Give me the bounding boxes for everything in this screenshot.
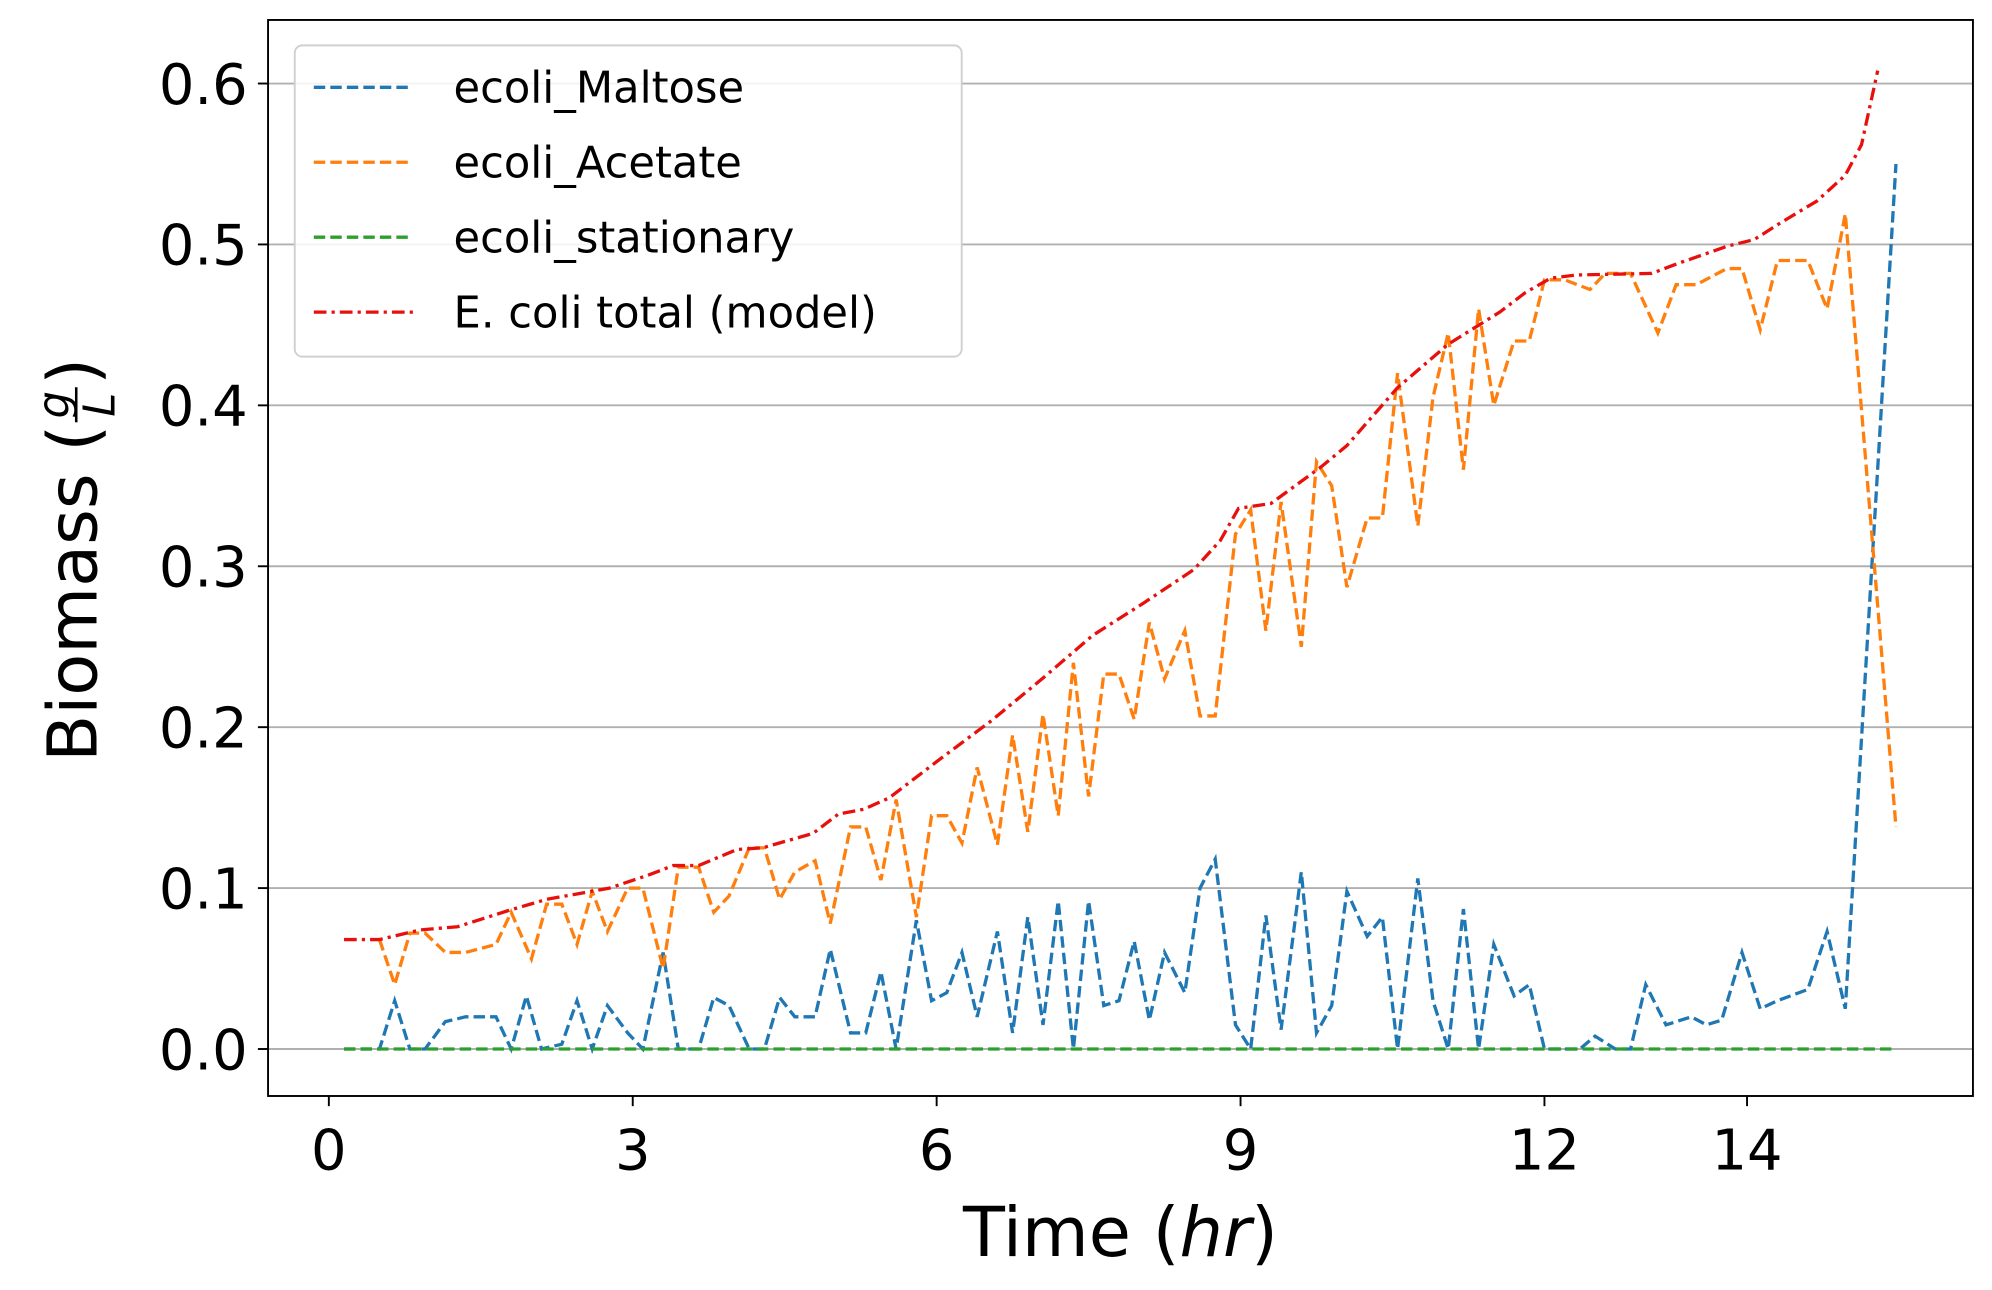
y-tick-label: 0.3: [159, 536, 248, 601]
y-label-text: ): [34, 358, 114, 385]
y-label-denominator: L: [75, 393, 125, 417]
y-axis-label: Biomass ( gL): [30, 358, 126, 762]
legend-label: E. coli total (model): [454, 288, 877, 338]
x-label-part: Time (: [962, 1193, 1179, 1273]
series-line: [344, 70, 1880, 942]
x-tick-label: 0: [311, 1119, 347, 1184]
legend-label: ecoli_Maltose: [454, 64, 744, 114]
x-tick-label: 12: [1509, 1119, 1580, 1184]
x-label-part: ): [1251, 1193, 1278, 1273]
series-line: [377, 213, 1898, 991]
x-tick-label: 14: [1711, 1119, 1782, 1184]
legend-box: [293, 44, 963, 358]
y-label-numerator: g: [30, 391, 80, 418]
legend-label: ecoli_Acetate: [454, 138, 742, 188]
y-tick-label: 0.4: [159, 375, 248, 440]
y-tick-label: 0.6: [159, 53, 248, 118]
x-label-part: hr: [1179, 1193, 1254, 1273]
y-label-text: Biomass (: [34, 425, 114, 762]
x-tick-label: 6: [919, 1119, 955, 1184]
series-line: [344, 163, 1898, 1055]
y-tick-label: 0.5: [159, 214, 248, 279]
plot-frame: [267, 19, 1974, 1097]
x-tick-label: 9: [1223, 1119, 1259, 1184]
y-tick-label: 0.0: [159, 1018, 248, 1083]
x-tick-label: 3: [615, 1119, 651, 1184]
legend: ecoli_Maltose ecoli_Acetate ecoli_stationa…: [293, 44, 963, 358]
x-axis-label: Time (hr): [962, 1193, 1278, 1273]
y-tick-label: 0.1: [159, 857, 248, 922]
y-tick-label: 0.2: [159, 697, 248, 762]
legend-label: ecoli_stationary: [454, 213, 795, 263]
